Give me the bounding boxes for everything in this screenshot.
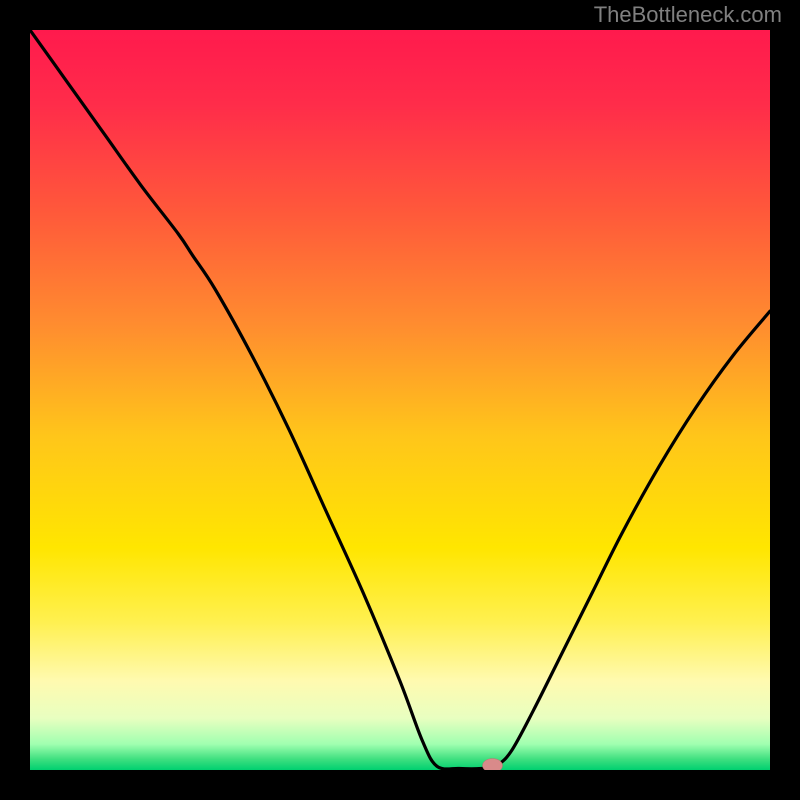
chart-svg (30, 30, 770, 770)
optimal-point-marker (483, 759, 503, 770)
watermark-text: TheBottleneck.com (594, 2, 782, 28)
chart-plot-area (30, 30, 770, 770)
gradient-background (30, 30, 770, 770)
